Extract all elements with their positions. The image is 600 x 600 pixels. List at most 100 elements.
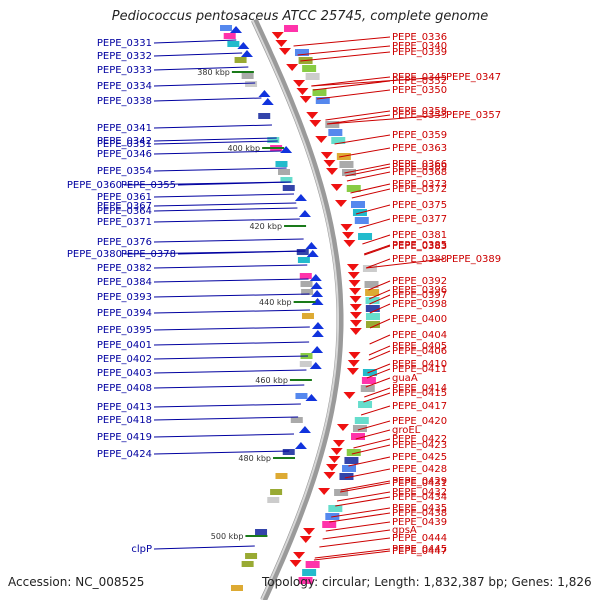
- gene-leader-line: [153, 326, 310, 331]
- forward-gene-arrow: [271, 32, 284, 39]
- gene-leader-line: [153, 384, 305, 389]
- gene-leader-line: [322, 529, 391, 540]
- gene-label: PEPE_0340: [392, 41, 447, 52]
- gene-leader-line: [346, 171, 391, 182]
- forward-gene-arrow: [348, 280, 361, 287]
- reverse-gene-arrow: [311, 330, 324, 337]
- gene-label: PEPE_0369: [392, 162, 447, 173]
- reverse-gene-arrow: [306, 250, 319, 257]
- gene-leader-line: [353, 438, 391, 449]
- gene-label: PEPE_0339: [392, 47, 447, 58]
- cog-box: [302, 569, 317, 576]
- gene-label: PEPE_0359: [392, 130, 447, 141]
- gene-label: PEPE_0419: [97, 432, 152, 443]
- forward-gene-arrow: [330, 448, 343, 455]
- gene-leader-line: [153, 82, 256, 87]
- gene-leader-line: [367, 363, 391, 374]
- cog-box: [284, 25, 299, 32]
- gene-leader-line: [153, 433, 295, 438]
- left-gene-labels: PEPE_0331 PEPE_0332 PEPE_0333 PEPE_0334 PEPE…: [67, 38, 310, 555]
- forward-gene-arrow: [323, 472, 336, 479]
- forward-gene-arrow: [275, 40, 288, 47]
- gene-leader-line: [153, 369, 307, 374]
- gene-label: PEPE_0410: [392, 359, 447, 370]
- gene-label: PEPE_0438: [392, 508, 447, 519]
- gene-label: PEPE_0417: [392, 401, 447, 412]
- gene-leader-line: [362, 234, 391, 245]
- forward-gene-arrow: [348, 352, 361, 359]
- gene-leader-line: [369, 334, 391, 345]
- gene-label: gpsA: [392, 525, 417, 536]
- gene-leader-line: [153, 355, 308, 360]
- reverse-gene-arrow: [230, 26, 243, 33]
- forward-gene-arrow: [289, 560, 302, 567]
- gene-leader-line: [345, 166, 391, 177]
- gene-leader-line: [339, 147, 391, 158]
- gene-leader-line: [153, 238, 304, 243]
- cog-box: [351, 433, 366, 440]
- gene-leader-line: [359, 218, 391, 229]
- gene-leader-line: [300, 51, 391, 62]
- cog-box: [360, 385, 375, 392]
- reverse-gene-arrow: [309, 274, 322, 281]
- reverse-gene-arrow: [294, 442, 307, 449]
- forward-gene-arrow: [346, 264, 359, 271]
- gene-label: PEPE_0408: [97, 383, 152, 394]
- forward-gene-arrow: [309, 120, 322, 127]
- kbp-tick-label: 380 kbp: [197, 68, 230, 77]
- forward-gene-arrow: [340, 224, 353, 231]
- gene-label: PEPE_0334: [97, 81, 152, 92]
- cog-box: [365, 289, 380, 296]
- gene-label: PEPE_0392: [392, 276, 447, 287]
- cog-box: [354, 217, 369, 224]
- gene-leader-line: [123, 250, 306, 255]
- cog-box: [267, 497, 280, 503]
- gene-label: PEPE_0383: [392, 241, 447, 252]
- gene-label: PEPE_0431: [392, 478, 447, 489]
- forward-gene-arrow: [306, 112, 319, 119]
- gene-leader-line: [363, 244, 391, 255]
- gene-label: PEPE_0377: [392, 214, 447, 225]
- gene-label: PEPE_0404: [392, 330, 447, 341]
- gene-label: PEPE_0395: [97, 325, 152, 336]
- gene-label: PEPE_0332: [97, 51, 152, 62]
- gene-leader-line: [153, 309, 310, 314]
- forward-gene-arrow: [293, 552, 306, 559]
- gene-leader-line: [334, 134, 391, 145]
- backbone-highlight: [251, 19, 339, 600]
- gene-label: PEPE_0418: [97, 415, 152, 426]
- gene-leader-line: [153, 66, 249, 71]
- cog-box: [301, 289, 314, 295]
- forward-gene-arrow: [349, 328, 362, 335]
- cog-box: [230, 585, 243, 591]
- gene-label: PEPE_0445: [392, 544, 447, 555]
- cog-box: [299, 361, 312, 367]
- gene-label: PEPE_0444: [392, 533, 447, 544]
- kbp-tick-label: 460 kbp: [255, 376, 288, 385]
- gene-leader-line: [325, 110, 391, 121]
- gene-label: PEPE_0378: [121, 249, 176, 260]
- gene-label: PEPE_0393: [97, 292, 152, 303]
- gene-leader-line: [297, 45, 391, 56]
- backbone-line: [251, 18, 344, 600]
- reverse-gene-arrow: [309, 362, 322, 369]
- gene-leader-line: [336, 491, 391, 502]
- cog-box: [294, 49, 309, 56]
- forward-gene-arrow: [299, 96, 312, 103]
- gene-label: PEPE_0424: [97, 449, 152, 460]
- cog-box: [234, 57, 247, 63]
- gene-leader-line: [340, 482, 391, 493]
- gene-label: PEPE_0381: [392, 230, 447, 241]
- cog-box: [331, 137, 346, 144]
- cog-box: [358, 233, 373, 240]
- gene-leader-line: [369, 318, 391, 329]
- cog-box: [282, 185, 295, 191]
- forward-gene-arrow: [323, 160, 336, 167]
- cog-box: [352, 425, 367, 432]
- gene-leader-line: [153, 207, 298, 212]
- reverse-gene-arrow: [311, 346, 324, 353]
- gene-leader-line: [326, 114, 391, 125]
- gene-label: PEPE_0402: [97, 354, 152, 365]
- forward-gene-arrow: [335, 200, 348, 207]
- gene-label: PEPE_0405: [392, 341, 447, 352]
